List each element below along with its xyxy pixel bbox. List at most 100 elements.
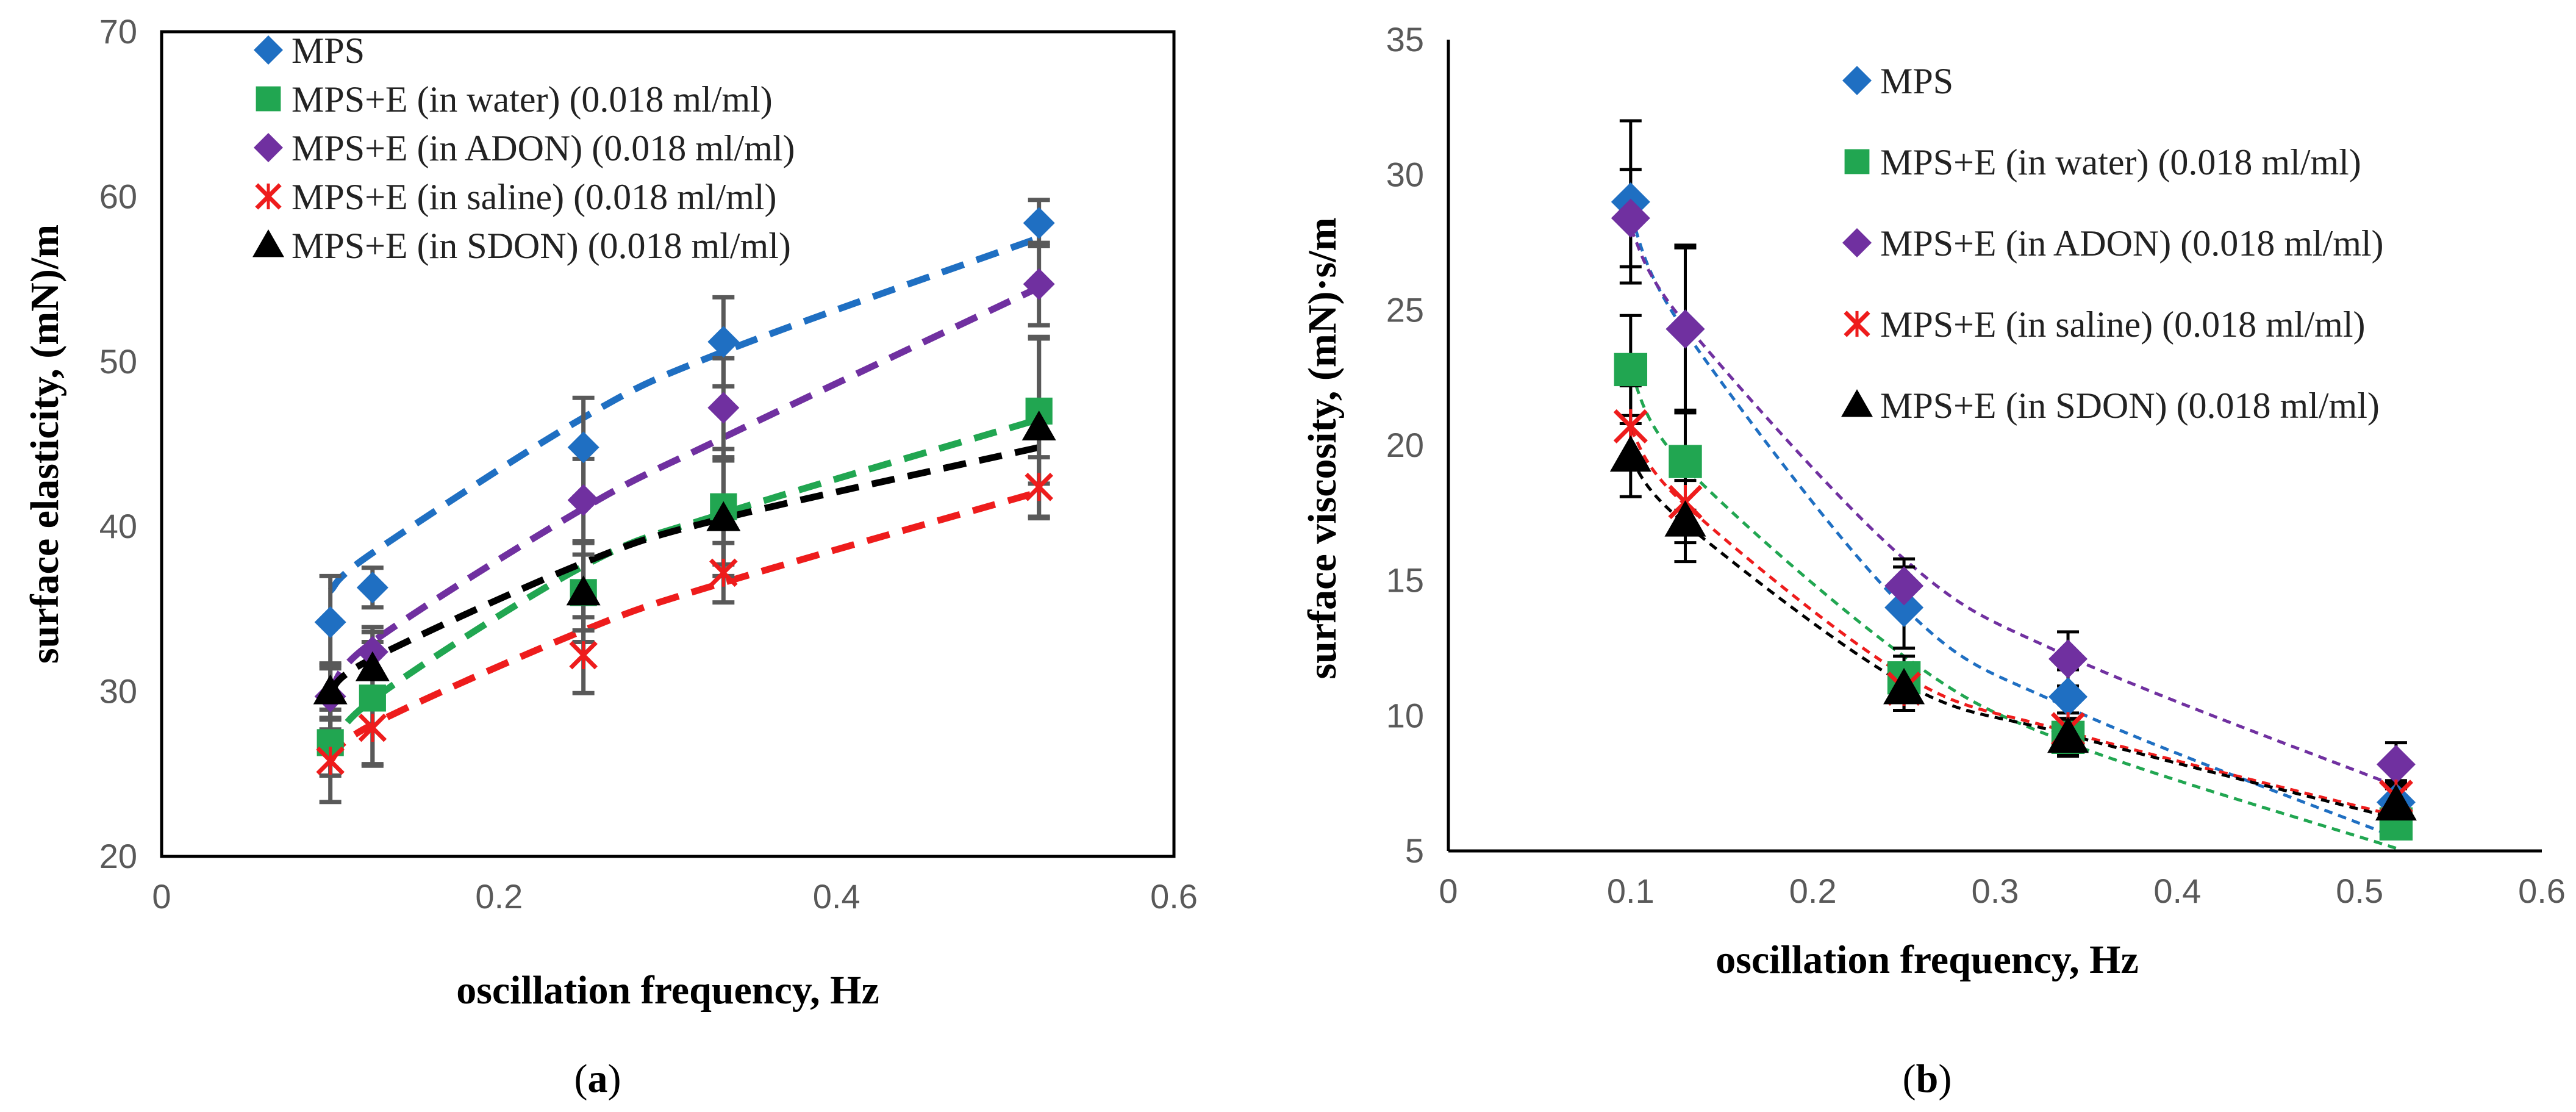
error-bars-a xyxy=(319,198,1050,805)
y-tick-label-b: 25 xyxy=(1386,290,1424,329)
legend-label-a-water: MPS+E (in water) (0.018 ml/ml) xyxy=(292,79,773,120)
panel-label-b-letter: b xyxy=(1916,1056,1939,1101)
data-point-a-SDON xyxy=(706,501,741,531)
y-tick-label-a: 60 xyxy=(99,177,137,215)
data-point-a-SDON xyxy=(355,651,390,681)
trendline-a-water xyxy=(327,416,1040,756)
y-axis-label-a: surface elasticity, (mN)/m xyxy=(23,224,67,664)
panel-label-a-close: ) xyxy=(608,1056,621,1101)
x-tick-label-b: 0.4 xyxy=(2153,872,2201,910)
trendline-b-water xyxy=(1629,371,2397,850)
data-point-a-water xyxy=(359,684,386,712)
legend-marker-a-saline xyxy=(255,183,282,210)
y-tick-label-b: 5 xyxy=(1405,831,1424,870)
legend-label-b-MPS: MPS xyxy=(1880,61,1953,101)
data-point-b-SDON xyxy=(2047,716,2089,753)
legend-label-b-water: MPS+E (in water) (0.018 ml/ml) xyxy=(1880,142,2361,182)
data-point-b-water xyxy=(1614,353,1648,387)
legend-b: MPS MPS+E (in water) (0.018 ml/ml) MPS+E (… xyxy=(1841,61,2384,426)
x-tick-label-b: 0 xyxy=(1439,872,1458,910)
x-tick-label-b: 0.1 xyxy=(1607,872,1655,910)
legend-label-b-ADON: MPS+E (in ADON) (0.018 ml/ml) xyxy=(1880,223,2384,264)
legend-a: MPS MPS+E (in water) (0.018 ml/ml) MPS+E (… xyxy=(252,30,795,266)
legend-marker-a-ADON xyxy=(254,133,283,162)
chart-panel-b: 0 0.1 0.2 0.3 0.4 0.5 0.6 5 10 15 20 25 30 35 MPS MPS+… xyxy=(1300,20,2566,1101)
data-point-a-SDON xyxy=(566,575,601,606)
legend-label-a-ADON: MPS+E (in ADON) (0.018 ml/ml) xyxy=(292,128,795,168)
y-tick-label-b: 20 xyxy=(1386,426,1424,464)
y-tick-label-a: 50 xyxy=(99,342,137,381)
legend-label-a-MPS: MPS xyxy=(292,30,365,71)
data-point-a-MPS xyxy=(356,572,388,604)
data-point-b-MPS xyxy=(1884,588,1924,627)
data-point-a-MPS xyxy=(1023,207,1055,239)
y-tick-label-a: 20 xyxy=(99,837,137,875)
data-point-a-ADON xyxy=(707,392,740,424)
y-tick-label-a: 70 xyxy=(99,12,137,51)
panel-label-a-letter: a xyxy=(588,1056,608,1101)
x-axis-label-a: oscillation frequency, Hz xyxy=(456,968,879,1013)
x-tick-label-b: 0.5 xyxy=(2336,872,2383,910)
data-point-a-saline xyxy=(1025,473,1053,501)
data-point-a-MPS xyxy=(707,326,740,358)
data-point-b-ADON xyxy=(2048,639,2088,679)
y-axis-label-b: surface viscosity, (mN)·s/m xyxy=(1300,217,1345,679)
data-point-a-MPS xyxy=(567,431,599,464)
data-point-a-saline xyxy=(709,558,738,587)
panel-label-a-open: ( xyxy=(574,1056,588,1101)
x-tick-label-b: 0.3 xyxy=(1972,872,2019,910)
data-point-b-SDON xyxy=(1883,668,1925,705)
legend-marker-a-SDON xyxy=(252,229,284,257)
legend-label-b-SDON: MPS+E (in SDON) (0.018 ml/ml) xyxy=(1880,386,2380,426)
legend-marker-b-SDON xyxy=(1841,389,1873,417)
data-point-b-ADON xyxy=(1884,566,1924,606)
panel-label-b-open: ( xyxy=(1903,1056,1916,1101)
data-point-b-water xyxy=(1669,445,1702,478)
trendline-b-SDON xyxy=(1629,457,2397,820)
trendline-b-saline xyxy=(1629,428,2397,817)
trendline-a-ADON xyxy=(327,284,1041,695)
x-tick-label-b: 0.2 xyxy=(1789,872,1837,910)
data-markers-a xyxy=(313,207,1056,775)
x-tick-label-a: 0.6 xyxy=(1150,877,1198,916)
legend-label-a-SDON: MPS+E (in SDON) (0.018 ml/ml) xyxy=(292,226,791,266)
data-point-b-MPS xyxy=(2048,677,2088,717)
y-tick-label-a: 30 xyxy=(99,672,137,711)
data-point-a-ADON xyxy=(1023,268,1055,300)
plot-area-a xyxy=(160,30,1176,858)
y-tick-label-b: 35 xyxy=(1386,20,1424,59)
legend-marker-a-MPS xyxy=(254,35,283,65)
panel-label-b-close: ) xyxy=(1938,1056,1952,1101)
axis-ticks-a: 0 0.2 0.4 0.6 20 30 40 50 60 70 xyxy=(99,12,1198,916)
panel-label-a: (a) xyxy=(574,1056,621,1101)
x-tick-label-a: 0.4 xyxy=(813,877,860,916)
data-markers-b xyxy=(1609,182,2417,841)
data-point-a-saline xyxy=(358,713,387,742)
data-point-b-SDON xyxy=(1664,500,1706,537)
trendlines-a xyxy=(327,234,1041,764)
legend-label-b-saline: MPS+E (in saline) (0.018 ml/ml) xyxy=(1880,304,2365,345)
data-point-b-SDON xyxy=(1609,435,1651,472)
chart-panel-a: 0 0.2 0.4 0.6 20 30 40 50 60 70 MPS MPS+E (in wate… xyxy=(23,12,1198,1101)
x-axis-label-b: oscillation frequency, Hz xyxy=(1716,938,2139,982)
x-tick-label-a: 0 xyxy=(152,877,171,916)
data-point-b-SDON xyxy=(2375,784,2417,821)
data-point-a-SDON xyxy=(1021,410,1056,440)
data-point-a-SDON xyxy=(313,674,348,705)
legend-marker-b-MPS xyxy=(1842,66,1872,95)
y-tick-label-b: 15 xyxy=(1386,561,1424,600)
data-point-a-ADON xyxy=(567,484,599,516)
panel-label-b: (b) xyxy=(1903,1056,1952,1101)
legend-marker-b-saline xyxy=(1844,310,1870,337)
y-tick-label-b: 10 xyxy=(1386,696,1424,734)
data-point-a-saline xyxy=(316,746,345,775)
trendline-a-MPS xyxy=(327,234,1040,594)
x-tick-label-a: 0.2 xyxy=(475,877,523,916)
data-point-b-ADON xyxy=(2376,745,2416,784)
legend-marker-a-water xyxy=(256,86,281,112)
data-point-b-ADON xyxy=(1665,309,1705,349)
x-tick-label-b: 0.6 xyxy=(2518,872,2566,910)
legend-label-a-saline: MPS+E (in saline) (0.018 ml/ml) xyxy=(292,177,776,217)
data-point-b-ADON xyxy=(1611,198,1650,238)
